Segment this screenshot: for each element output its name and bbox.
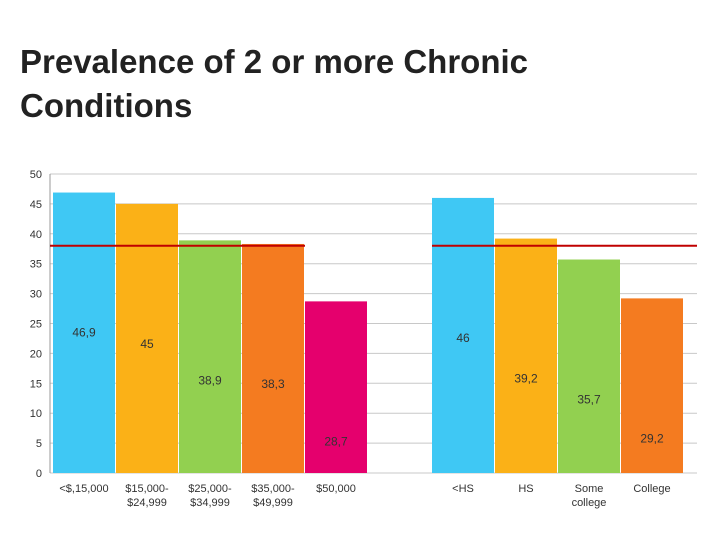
data-label: 38,3 — [261, 377, 285, 391]
y-tick-label: 40 — [30, 229, 42, 241]
bar — [432, 197, 494, 474]
bar — [242, 243, 304, 473]
y-tick-label: 0 — [36, 468, 42, 480]
y-tick-label: 10 — [30, 408, 42, 420]
bar — [558, 259, 620, 473]
y-tick-label: 35 — [30, 259, 42, 271]
y-tick-label: 50 — [30, 169, 42, 181]
data-label: 39,2 — [514, 372, 538, 386]
x-tick-label: <HS — [452, 483, 474, 495]
x-tick-label: $25,000-$34,999 — [188, 483, 232, 509]
page-title: Prevalence of 2 or more Chronic Conditio… — [20, 43, 529, 124]
x-tick-label: $15,000-$24,999 — [125, 483, 169, 509]
bar — [305, 301, 367, 473]
x-tick-label: <$,15,000 — [59, 483, 108, 495]
bar — [53, 192, 115, 473]
bar — [179, 240, 241, 473]
y-tick-label: 15 — [30, 378, 42, 390]
data-label: 35,7 — [577, 393, 601, 407]
x-tick-label: HS — [518, 483, 533, 495]
y-tick-label: 45 — [30, 199, 42, 211]
bar — [495, 238, 557, 473]
bar — [116, 203, 178, 473]
data-label: 38,9 — [198, 373, 222, 387]
data-label: 29,2 — [640, 431, 664, 445]
data-labels: 46,9 45 38,9 38,3 28,7 46 39,2 35,7 29,2 — [72, 326, 664, 449]
y-tick-label: 20 — [30, 348, 42, 360]
x-axis-labels: <$,15,000 $15,000-$24,999 $25,000-$34,999 $… — [59, 483, 670, 509]
x-tick-label: Some college — [572, 483, 607, 509]
y-tick-label: 30 — [30, 289, 42, 301]
data-label: 46,9 — [72, 326, 96, 340]
x-tick-label: $35,000-$49,999 — [251, 483, 295, 509]
y-tick-label: 5 — [36, 438, 42, 450]
bars — [53, 192, 683, 474]
y-axis: 0 5 10 15 20 25 30 35 40 45 50 — [30, 169, 51, 480]
y-tick-label: 25 — [30, 319, 42, 331]
data-label: 45 — [140, 337, 154, 351]
x-tick-label: $50,000 — [316, 483, 356, 495]
x-tick-label: College — [633, 483, 670, 495]
data-label: 28,7 — [324, 434, 348, 448]
data-label: 46 — [456, 331, 470, 345]
bar — [621, 298, 683, 473]
